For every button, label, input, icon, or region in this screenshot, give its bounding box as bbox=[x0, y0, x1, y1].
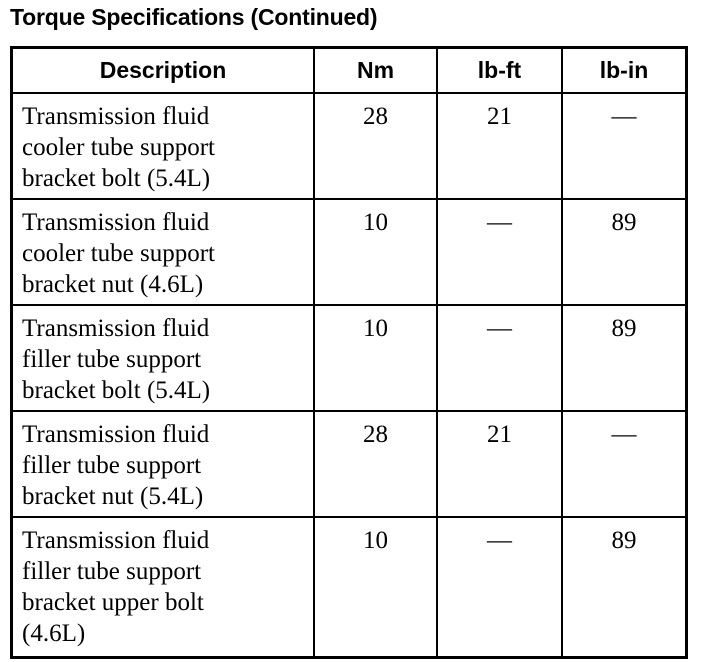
description-line: (4.6L) bbox=[22, 620, 86, 647]
cell-lb-in: 89 bbox=[561, 304, 688, 412]
cell-lb-ft: — bbox=[436, 304, 563, 412]
description-line: bracket bolt (5.4L) bbox=[22, 165, 211, 192]
description-line: Transmission fluid bbox=[22, 315, 210, 342]
description-line: filler tube support bbox=[22, 452, 202, 479]
cell-lb-ft: 21 bbox=[436, 410, 563, 518]
description-line: bracket upper bolt bbox=[22, 589, 204, 616]
description-line: filler tube support bbox=[22, 558, 202, 585]
cell-lb-in: — bbox=[561, 410, 688, 518]
cell-lb-ft: — bbox=[436, 516, 563, 659]
table-row: Transmission fluid filler tube support bra… bbox=[10, 304, 688, 412]
table-row: Transmission fluid cooler tube support bra… bbox=[10, 92, 688, 200]
description-line: bracket bolt (5.4L) bbox=[22, 377, 211, 404]
cell-lb-ft: — bbox=[436, 198, 563, 306]
cell-description: Transmission fluid filler tube support bra… bbox=[10, 410, 315, 518]
table-row: Transmission fluid filler tube support bra… bbox=[10, 410, 688, 518]
description-line: Transmission fluid bbox=[22, 421, 210, 448]
header-nm: Nm bbox=[313, 46, 438, 94]
cell-description: Transmission fluid cooler tube support bra… bbox=[10, 198, 315, 306]
description-line: cooler tube support bbox=[22, 240, 216, 267]
cell-lb-in: 89 bbox=[561, 516, 688, 659]
description-line: bracket nut (4.6L) bbox=[22, 271, 204, 298]
page-title: Torque Specifications (Continued) bbox=[10, 4, 378, 30]
cell-lb-in: — bbox=[561, 92, 688, 200]
description-line: Transmission fluid bbox=[22, 527, 210, 554]
torque-spec-table: Description Nm lb-ft lb-in Transmission … bbox=[10, 46, 688, 659]
cell-nm: 10 bbox=[313, 198, 438, 306]
cell-nm: 10 bbox=[313, 304, 438, 412]
table-header-row: Description Nm lb-ft lb-in bbox=[10, 46, 688, 94]
cell-nm: 28 bbox=[313, 92, 438, 200]
header-lb-in: lb-in bbox=[561, 46, 688, 94]
table-row: Transmission fluid cooler tube support bra… bbox=[10, 198, 688, 306]
description-line: Transmission fluid bbox=[22, 209, 210, 236]
description-line: Transmission fluid bbox=[22, 103, 210, 130]
description-line: bracket nut (5.4L) bbox=[22, 483, 204, 510]
cell-nm: 28 bbox=[313, 410, 438, 518]
description-line: cooler tube support bbox=[22, 134, 216, 161]
header-lb-ft: lb-ft bbox=[436, 46, 563, 94]
cell-description: Transmission fluid cooler tube support bra… bbox=[10, 92, 315, 200]
header-description: Description bbox=[10, 46, 315, 94]
cell-lb-in: 89 bbox=[561, 198, 688, 306]
description-line: filler tube support bbox=[22, 346, 202, 373]
cell-nm: 10 bbox=[313, 516, 438, 659]
table-row: Transmission fluid filler tube support bra… bbox=[10, 516, 688, 659]
cell-lb-ft: 21 bbox=[436, 92, 563, 200]
cell-description: Transmission fluid filler tube support bra… bbox=[10, 516, 315, 659]
cell-description: Transmission fluid filler tube support bra… bbox=[10, 304, 315, 412]
